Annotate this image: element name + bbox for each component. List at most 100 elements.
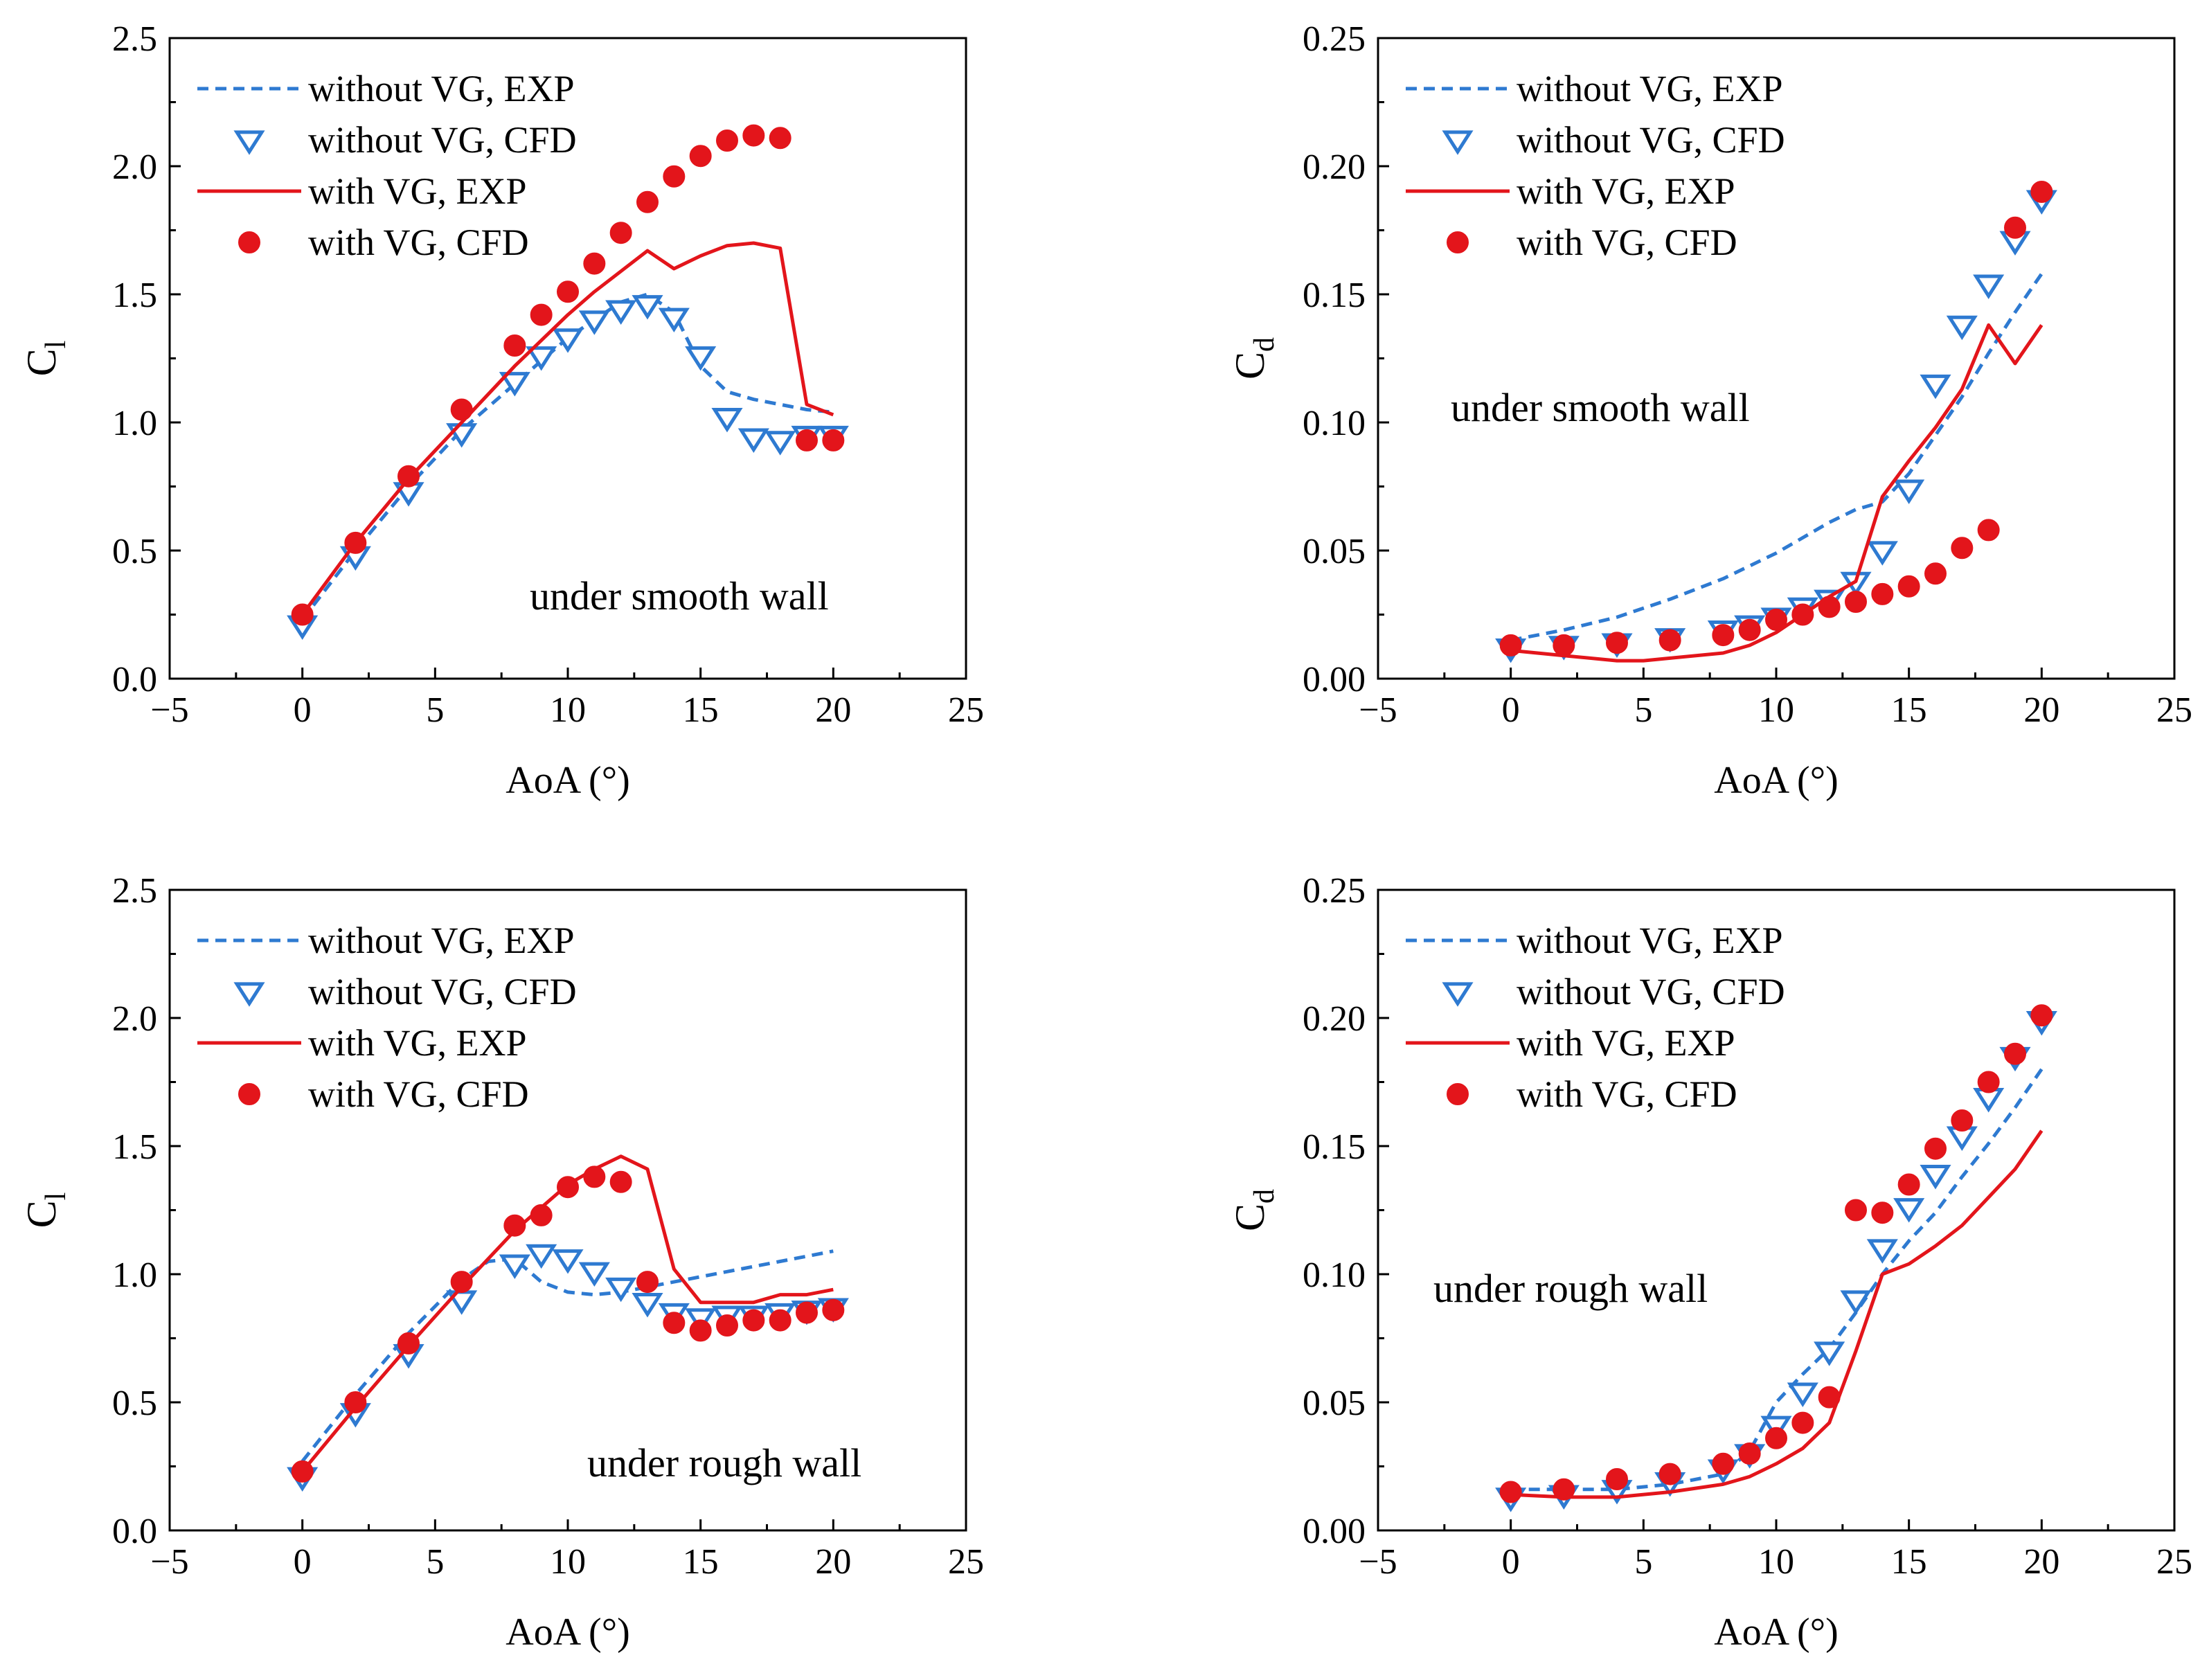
data-point bbox=[291, 603, 314, 626]
series-with-vg-exp bbox=[1510, 323, 2043, 663]
legend-swatch bbox=[1447, 231, 1469, 253]
data-point bbox=[557, 1176, 579, 1199]
legend-swatch bbox=[233, 982, 265, 1007]
data-point bbox=[658, 307, 690, 333]
y-tick-label: 0.00 bbox=[1303, 1512, 1366, 1551]
data-point bbox=[1738, 1442, 1761, 1465]
data-point bbox=[742, 1309, 765, 1332]
legend-label: with VG, EXP bbox=[1517, 1022, 1735, 1064]
legend-label: without VG, CFD bbox=[308, 971, 577, 1012]
data-point bbox=[1946, 315, 1978, 341]
annotation: under smooth wall bbox=[1451, 385, 1750, 430]
data-point bbox=[2004, 216, 2026, 239]
data-point bbox=[1738, 618, 1761, 641]
data-point bbox=[1845, 1199, 1867, 1222]
data-point bbox=[1866, 1239, 1898, 1264]
data-point bbox=[1553, 1478, 1575, 1501]
data-point bbox=[1658, 1463, 1681, 1485]
x-tick-label: 15 bbox=[683, 1542, 719, 1582]
x-tick-label: 0 bbox=[294, 1542, 312, 1582]
data-point bbox=[2004, 1042, 2026, 1065]
data-point bbox=[1866, 541, 1898, 566]
y-axis-label-sub: d bbox=[1249, 1189, 1280, 1204]
data-point bbox=[716, 129, 738, 152]
y-tick-label: 0.15 bbox=[1303, 276, 1366, 315]
y-axis-label-sub: d bbox=[1249, 337, 1280, 352]
data-point bbox=[1499, 1481, 1522, 1503]
legend-swatch bbox=[233, 130, 265, 155]
x-axis-label: AoA (°) bbox=[1714, 759, 1838, 802]
data-point bbox=[1658, 629, 1681, 652]
y-tick-label: 0.5 bbox=[112, 1384, 157, 1423]
data-point bbox=[1765, 1427, 1787, 1449]
y-tick-label: 0.10 bbox=[1303, 404, 1366, 443]
series-line bbox=[301, 241, 834, 616]
legend-label: with VG, EXP bbox=[308, 1022, 527, 1064]
series-line bbox=[301, 1154, 834, 1473]
y-axis-label: Cd bbox=[1227, 337, 1280, 379]
data-point bbox=[609, 1170, 632, 1193]
series-with-vg-exp bbox=[301, 241, 834, 616]
data-point bbox=[1712, 624, 1735, 647]
series-line bbox=[301, 1249, 834, 1463]
data-point bbox=[583, 1165, 606, 1188]
data-point bbox=[1787, 1382, 1818, 1407]
y-tick-label: 0.0 bbox=[112, 660, 157, 699]
y-axis-label-main: C bbox=[1227, 1204, 1273, 1231]
annotation: under rough wall bbox=[587, 1440, 861, 1485]
x-tick-label: 10 bbox=[1758, 1542, 1794, 1582]
x-tick-label: 20 bbox=[815, 690, 851, 730]
data-point bbox=[822, 1298, 845, 1321]
data-point bbox=[609, 222, 632, 244]
y-tick-label: 0.20 bbox=[1303, 148, 1366, 187]
data-point bbox=[1499, 634, 1522, 656]
legend-label: without VG, CFD bbox=[1517, 119, 1785, 161]
x-tick-label: 25 bbox=[948, 1542, 984, 1582]
x-tick-label: 20 bbox=[2023, 690, 2059, 730]
data-point bbox=[1606, 632, 1628, 654]
legend-swatch bbox=[1442, 982, 1474, 1007]
data-point bbox=[552, 328, 584, 353]
x-tick-label: 20 bbox=[2023, 1542, 2059, 1582]
data-point bbox=[1814, 1341, 1845, 1366]
legend-label: with VG, CFD bbox=[308, 222, 529, 263]
y-tick-label: 0.05 bbox=[1303, 1384, 1366, 1423]
data-point bbox=[689, 1319, 712, 1342]
legend-label: with VG, EXP bbox=[308, 170, 527, 212]
legend-label: with VG, CFD bbox=[1517, 1073, 1737, 1115]
data-point bbox=[822, 429, 845, 452]
y-axis-label: Cl bbox=[19, 1192, 72, 1228]
series-without-vg-exp bbox=[1510, 272, 2043, 642]
data-point bbox=[1924, 1137, 1947, 1160]
annotation: under rough wall bbox=[1433, 1266, 1708, 1311]
y-axis-label-sub: l bbox=[40, 341, 72, 349]
data-point bbox=[450, 1271, 473, 1294]
y-tick-label: 0.05 bbox=[1303, 532, 1366, 571]
data-point bbox=[1924, 562, 1947, 585]
data-point bbox=[689, 145, 712, 168]
legend-label: with VG, CFD bbox=[308, 1073, 529, 1115]
y-tick-label: 0.20 bbox=[1303, 999, 1366, 1039]
data-point bbox=[450, 398, 473, 421]
legend-label: with VG, CFD bbox=[1517, 222, 1737, 263]
y-tick-label: 0.25 bbox=[1303, 19, 1366, 59]
series-line bbox=[1510, 1129, 2043, 1499]
series-line bbox=[1510, 272, 2043, 642]
data-point bbox=[663, 1312, 686, 1334]
data-point bbox=[552, 1249, 584, 1274]
y-tick-label: 1.0 bbox=[112, 404, 157, 443]
data-point bbox=[583, 252, 606, 275]
series-with-vg-exp bbox=[301, 1154, 834, 1473]
y-axis-label-main: C bbox=[19, 348, 64, 376]
data-point bbox=[716, 1314, 738, 1337]
legend: without VG, EXP without VG, CFD with VG, E… bbox=[197, 920, 577, 1115]
data-point bbox=[499, 1254, 530, 1279]
data-point bbox=[1818, 1386, 1841, 1409]
y-tick-label: 0.00 bbox=[1303, 660, 1366, 699]
x-tick-label: 5 bbox=[426, 690, 444, 730]
data-point bbox=[2030, 181, 2053, 203]
data-point bbox=[1920, 374, 1951, 400]
data-point bbox=[2030, 1004, 2053, 1027]
data-point bbox=[1553, 634, 1575, 656]
y-tick-label: 2.0 bbox=[112, 999, 157, 1039]
